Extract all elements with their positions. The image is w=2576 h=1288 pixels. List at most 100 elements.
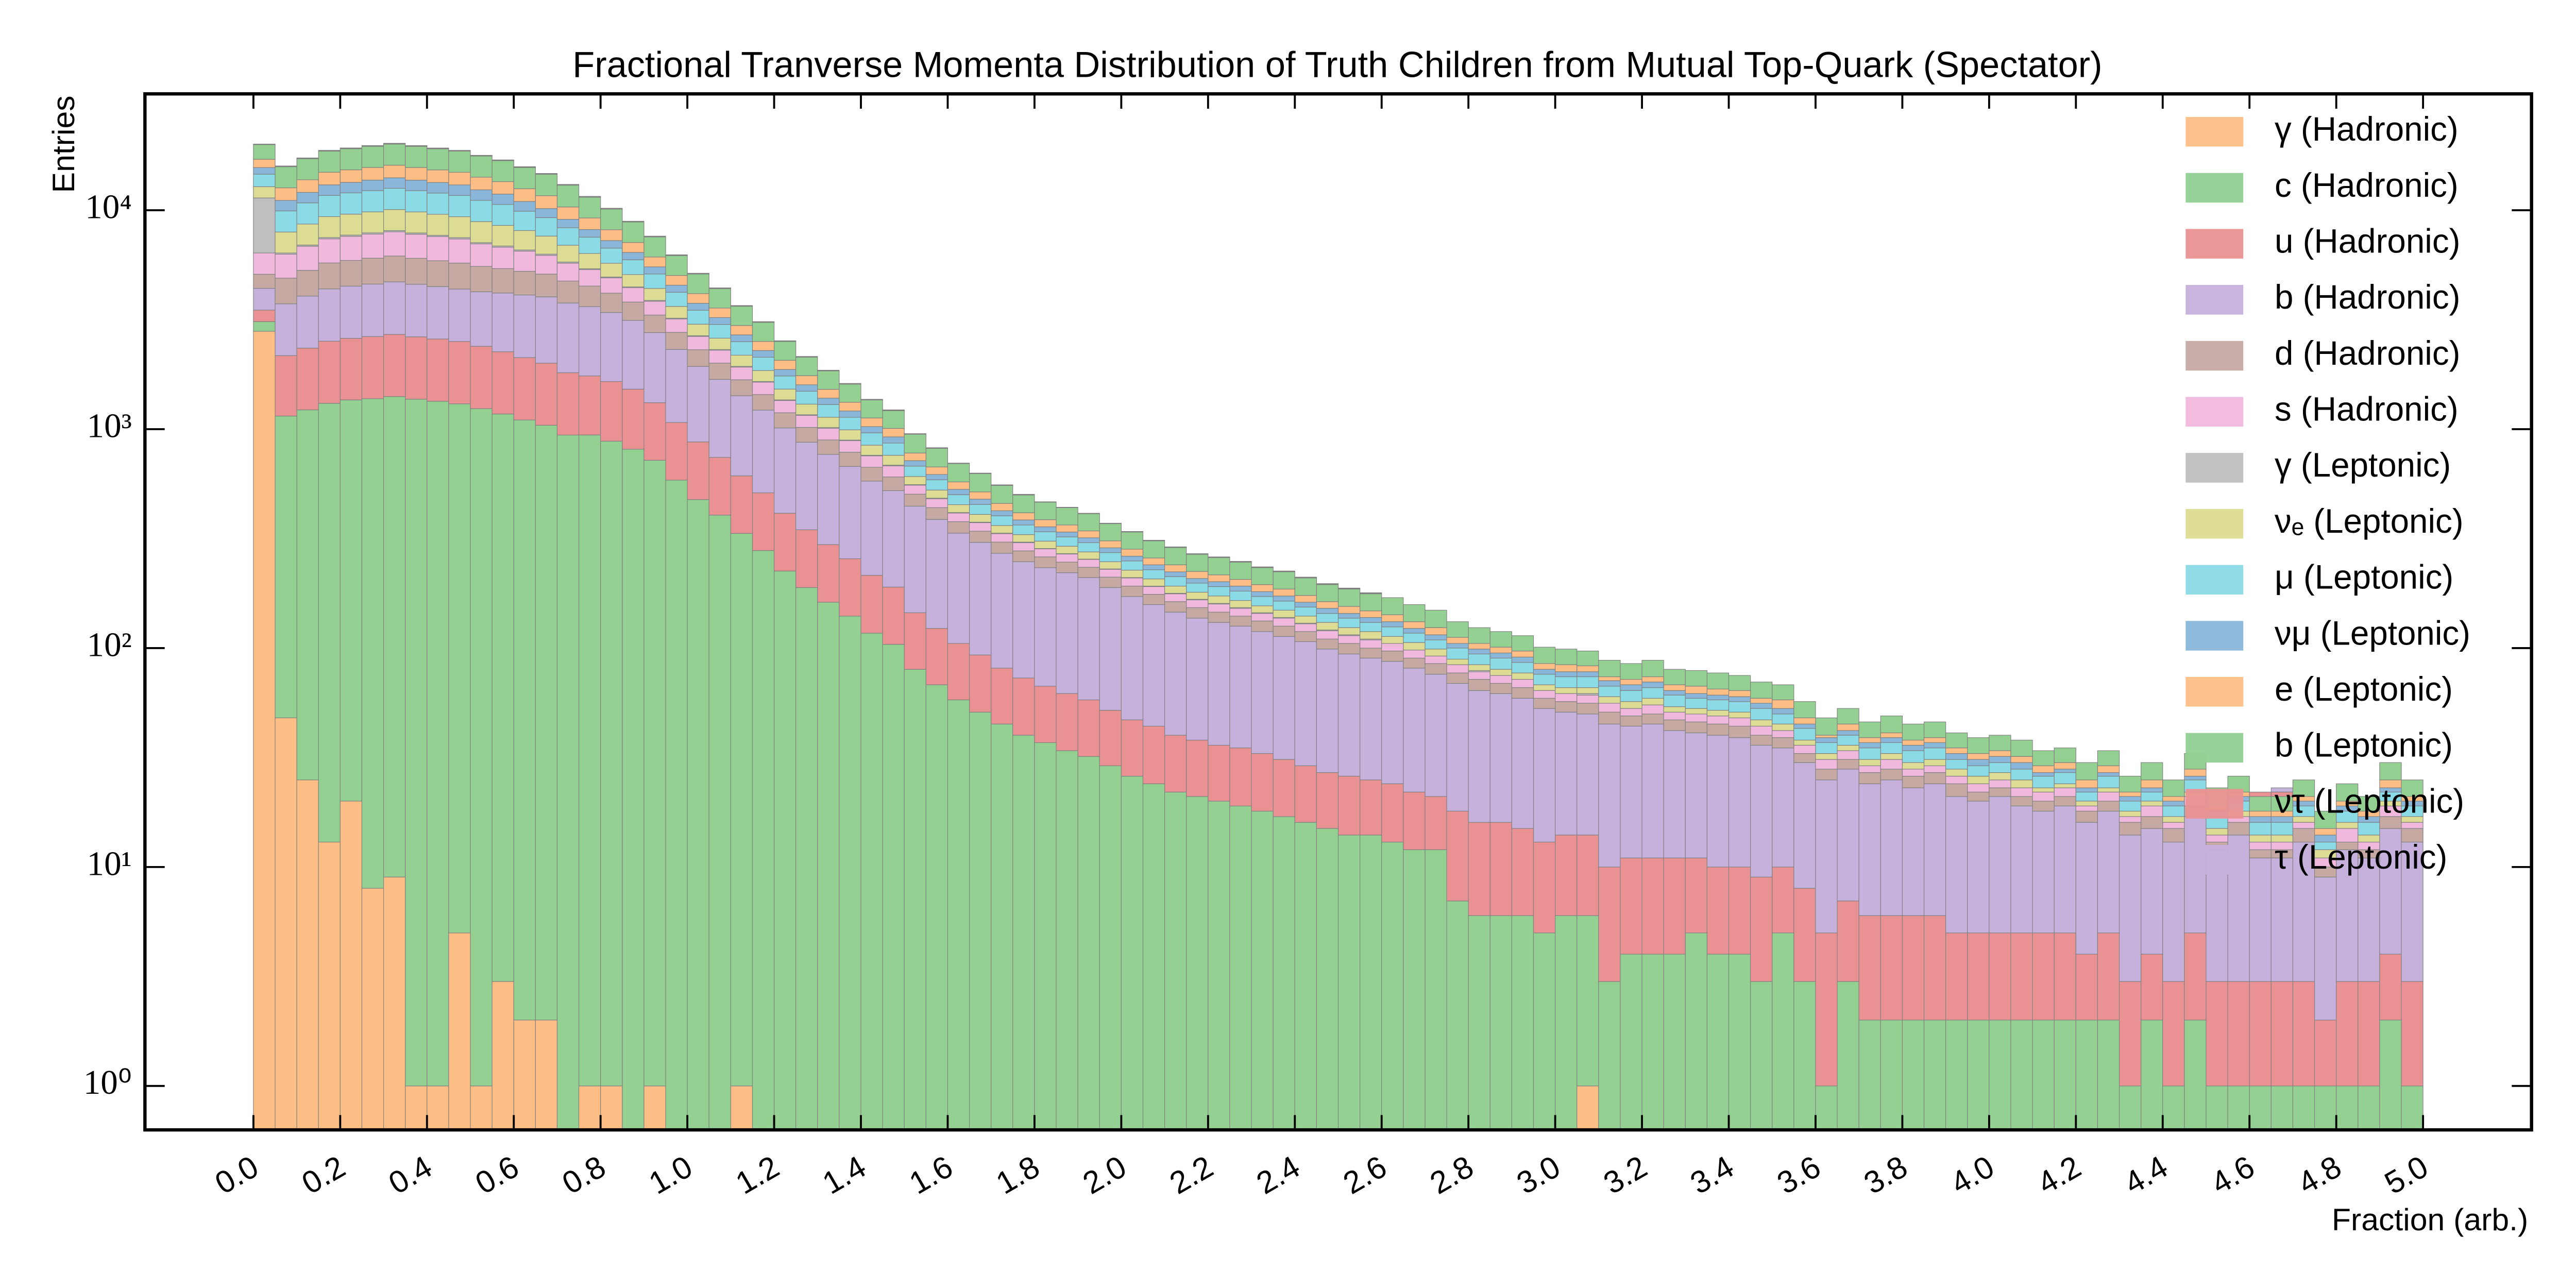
histogram-bar — [730, 354, 753, 367]
histogram-bar — [643, 314, 666, 333]
histogram-bar — [2010, 933, 2033, 1021]
histogram-bar — [1273, 636, 1295, 760]
histogram-bar — [991, 668, 1013, 724]
histogram-bar — [1425, 609, 1447, 628]
histogram-bar — [1381, 614, 1404, 622]
histogram-bar — [1555, 701, 1578, 713]
histogram-bar — [1186, 607, 1209, 619]
histogram-bar — [2249, 849, 2272, 858]
histogram-bar — [318, 216, 341, 238]
histogram-bar — [2249, 857, 2272, 982]
histogram-bar — [253, 310, 276, 322]
histogram-bar — [1012, 524, 1035, 535]
histogram-bar — [795, 391, 818, 405]
histogram-bar — [1446, 683, 1469, 811]
histogram-bar — [795, 357, 818, 376]
histogram-bar — [1208, 581, 1230, 587]
histogram-bar — [2054, 796, 2076, 806]
histogram-bar — [492, 247, 514, 269]
histogram-bar — [600, 381, 623, 442]
histogram-bar — [470, 200, 493, 222]
histogram-bar — [1880, 779, 1903, 916]
histogram-bar — [2054, 805, 2076, 934]
histogram-bar — [1533, 663, 1556, 670]
histogram-bar — [2010, 762, 2033, 770]
histogram-bar — [448, 150, 471, 151]
histogram-bar — [1641, 857, 1664, 955]
histogram-bar — [730, 341, 753, 356]
histogram-bar — [2141, 816, 2163, 829]
histogram-bar — [925, 507, 948, 520]
histogram-bar — [1620, 679, 1642, 685]
histogram-bar — [1251, 631, 1274, 754]
histogram-bar — [1360, 835, 1382, 1130]
histogram-bar — [1685, 686, 1707, 694]
histogram-bar — [2054, 933, 2076, 1021]
histogram-bar — [1316, 613, 1339, 623]
histogram-bar — [2119, 791, 2142, 797]
histogram-bar — [1598, 686, 1621, 697]
histogram-bar — [1360, 592, 1382, 594]
histogram-bar — [2119, 835, 2142, 982]
histogram-bar — [622, 287, 645, 302]
histogram-bar — [470, 189, 493, 201]
histogram-bar — [1229, 805, 1252, 1130]
histogram-bar — [665, 254, 688, 256]
histogram-bar — [1034, 548, 1057, 557]
histogram-bar — [340, 801, 363, 1130]
histogram-bar — [1772, 737, 1794, 749]
histogram-bar — [1012, 494, 1035, 495]
histogram-bar — [730, 395, 753, 477]
histogram-bar — [730, 379, 753, 396]
histogram-bar — [2097, 810, 2120, 934]
histogram-bar — [2314, 1086, 2337, 1130]
histogram-bar — [2162, 805, 2185, 817]
histogram-bar — [1793, 723, 1816, 729]
histogram-bar — [774, 412, 796, 429]
histogram-bar — [448, 150, 471, 173]
histogram-bar — [600, 1086, 623, 1130]
histogram-bar — [318, 172, 341, 185]
histogram-bar — [1511, 656, 1534, 663]
histogram-bar — [1316, 638, 1339, 650]
histogram-bar — [1685, 714, 1707, 722]
histogram-bar — [1446, 672, 1469, 684]
histogram-bar — [1121, 719, 1144, 777]
histogram-bar — [535, 363, 558, 426]
histogram-bar — [1533, 841, 1556, 934]
histogram-bar — [2249, 791, 2272, 797]
histogram-bar — [2054, 787, 2076, 797]
histogram-bar — [1750, 735, 1773, 746]
histogram-bar — [600, 240, 623, 249]
histogram-bar — [1381, 621, 1404, 628]
histogram-bar — [1294, 577, 1317, 578]
histogram-bar — [1923, 737, 1946, 743]
histogram-bar — [1555, 915, 1578, 1130]
histogram-bar — [2358, 981, 2380, 1087]
histogram-bar — [1902, 915, 1925, 1021]
histogram-bar — [947, 699, 970, 1130]
legend-label: s (Hadronic) — [2275, 391, 2459, 428]
histogram-bar — [643, 288, 666, 301]
legend-label: e (Leptonic) — [2275, 670, 2453, 708]
histogram-bar — [556, 184, 580, 185]
histogram-bar — [1273, 596, 1295, 602]
legend-swatch — [2185, 285, 2244, 315]
histogram-bar — [947, 463, 970, 483]
histogram-bar — [1728, 954, 1751, 1130]
histogram-bar — [535, 255, 558, 275]
histogram-bar — [1663, 954, 1686, 1130]
histogram-bar — [1728, 867, 1751, 955]
histogram-bar — [340, 214, 363, 235]
histogram-bar — [860, 417, 883, 427]
histogram-bar — [275, 200, 297, 211]
histogram-bar — [556, 434, 580, 1130]
histogram-bar — [2292, 1086, 2315, 1130]
legend-swatch — [2185, 341, 2244, 371]
histogram-bar — [513, 357, 536, 420]
histogram-bar — [1945, 796, 1968, 934]
histogram-bar — [2162, 796, 2185, 802]
histogram-bar — [795, 427, 818, 443]
histogram-bar — [383, 396, 406, 877]
histogram-bar — [1489, 657, 1512, 670]
